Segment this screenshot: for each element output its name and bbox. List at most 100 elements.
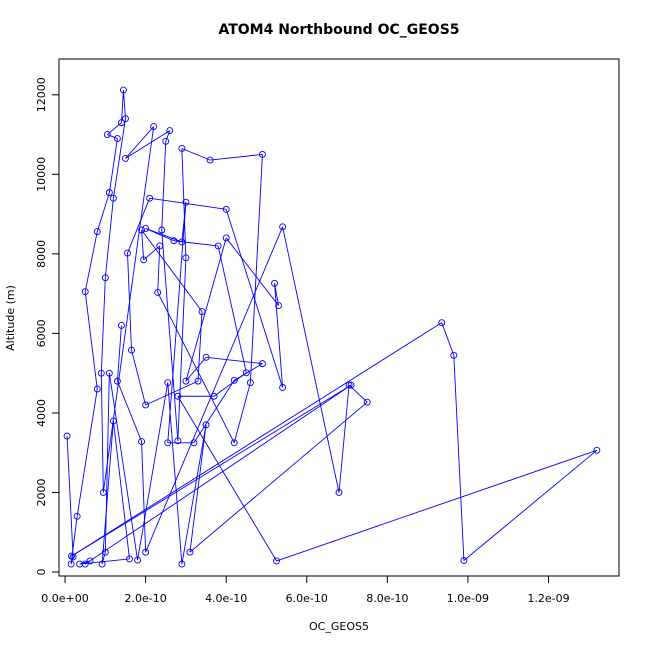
data-point bbox=[210, 392, 218, 400]
data-point bbox=[142, 401, 150, 409]
data-point bbox=[73, 512, 81, 520]
series-segment bbox=[463, 449, 598, 561]
series-segment bbox=[274, 283, 284, 388]
series-segment bbox=[107, 134, 118, 139]
series-segment bbox=[100, 373, 104, 493]
series-segment bbox=[225, 209, 284, 388]
series-segment bbox=[141, 229, 203, 312]
data-point bbox=[122, 154, 129, 162]
data-point bbox=[134, 556, 142, 564]
series-segment bbox=[127, 198, 151, 254]
series-segment bbox=[441, 322, 455, 356]
data-point bbox=[128, 346, 135, 354]
series-segment bbox=[104, 373, 110, 553]
series-segment bbox=[157, 292, 235, 443]
series-segment bbox=[181, 202, 187, 242]
series-segment bbox=[181, 148, 211, 161]
y-axis: 0 2000 4000 6000 8000 10000 12000 bbox=[35, 77, 60, 576]
data-point bbox=[242, 369, 250, 377]
data-point bbox=[103, 131, 111, 139]
data-point bbox=[335, 489, 343, 496]
series-segment bbox=[189, 424, 207, 553]
x-tick-label: 8.0e-10 bbox=[366, 592, 408, 605]
x-axis: 0.0e+00 2.0e-10 4.0e-10 6.0e-10 8.0e-10 1.0e-… bbox=[41, 575, 570, 605]
series-segment bbox=[112, 420, 130, 559]
data-point bbox=[117, 322, 125, 329]
series-segment bbox=[338, 385, 350, 493]
data-point bbox=[347, 381, 355, 389]
data-point bbox=[97, 369, 105, 377]
data-point bbox=[164, 379, 172, 387]
data-point bbox=[273, 557, 281, 565]
data-point bbox=[182, 377, 190, 385]
y-tick-label: 12000 bbox=[35, 77, 48, 112]
series-segment bbox=[276, 449, 597, 562]
data-point bbox=[126, 555, 133, 563]
data-point bbox=[105, 369, 113, 377]
series-segment bbox=[100, 277, 106, 374]
y-axis-label: Altitude (m) bbox=[4, 285, 17, 351]
series-segment bbox=[282, 226, 340, 493]
data-point bbox=[460, 557, 468, 564]
series-segment bbox=[177, 257, 187, 441]
series-segment bbox=[71, 384, 352, 557]
series-segment bbox=[167, 202, 187, 443]
series-segment bbox=[104, 198, 114, 278]
data-point bbox=[438, 319, 446, 327]
series-segment bbox=[125, 126, 155, 159]
chart-title: ATOM4 Northbound OC_GEOS5 bbox=[218, 22, 459, 38]
data-point bbox=[67, 560, 75, 568]
data-point bbox=[98, 560, 106, 568]
data-point bbox=[206, 156, 214, 164]
series-segment bbox=[185, 237, 227, 382]
series-segment bbox=[84, 231, 98, 292]
series-segment bbox=[101, 552, 106, 565]
data-point bbox=[156, 242, 164, 250]
series-layer bbox=[63, 86, 601, 568]
x-tick-label: 4.0e-10 bbox=[205, 592, 247, 605]
data-point bbox=[345, 381, 353, 389]
data-point bbox=[93, 228, 101, 236]
series-segment bbox=[149, 197, 227, 210]
series-segment bbox=[185, 356, 207, 382]
data-point bbox=[166, 127, 174, 135]
series-segment bbox=[145, 226, 284, 553]
series-segment bbox=[213, 372, 247, 397]
series-segment bbox=[141, 441, 147, 553]
data-point bbox=[271, 279, 278, 287]
data-point bbox=[120, 86, 127, 94]
series-segment bbox=[453, 355, 465, 561]
data-point bbox=[178, 560, 186, 568]
series-segment bbox=[137, 382, 169, 561]
series-segment bbox=[125, 130, 171, 159]
data-point bbox=[259, 150, 266, 158]
data-point bbox=[170, 237, 178, 245]
data-point bbox=[105, 189, 113, 197]
data-point bbox=[99, 489, 107, 496]
data-point bbox=[259, 360, 266, 368]
series-segment bbox=[210, 153, 263, 161]
data-point bbox=[113, 377, 121, 385]
data-point bbox=[190, 439, 198, 447]
y-tick-label: 4000 bbox=[35, 399, 48, 427]
series-segment bbox=[225, 237, 279, 306]
series-segment bbox=[197, 311, 203, 382]
x-tick-label: 2.0e-10 bbox=[125, 592, 167, 605]
series-segment bbox=[141, 229, 145, 260]
data-point bbox=[214, 242, 222, 250]
data-point bbox=[63, 432, 71, 440]
data-point bbox=[142, 548, 150, 556]
data-point bbox=[182, 198, 190, 206]
series-segment bbox=[233, 382, 251, 443]
series-segment bbox=[76, 389, 98, 517]
data-point bbox=[162, 137, 170, 145]
series-segment bbox=[161, 229, 179, 441]
data-point bbox=[222, 205, 230, 213]
data-point bbox=[202, 421, 210, 429]
data-point bbox=[101, 548, 109, 556]
data-point bbox=[279, 223, 287, 231]
data-point bbox=[279, 384, 287, 391]
data-point bbox=[174, 392, 182, 400]
data-point bbox=[154, 288, 162, 296]
